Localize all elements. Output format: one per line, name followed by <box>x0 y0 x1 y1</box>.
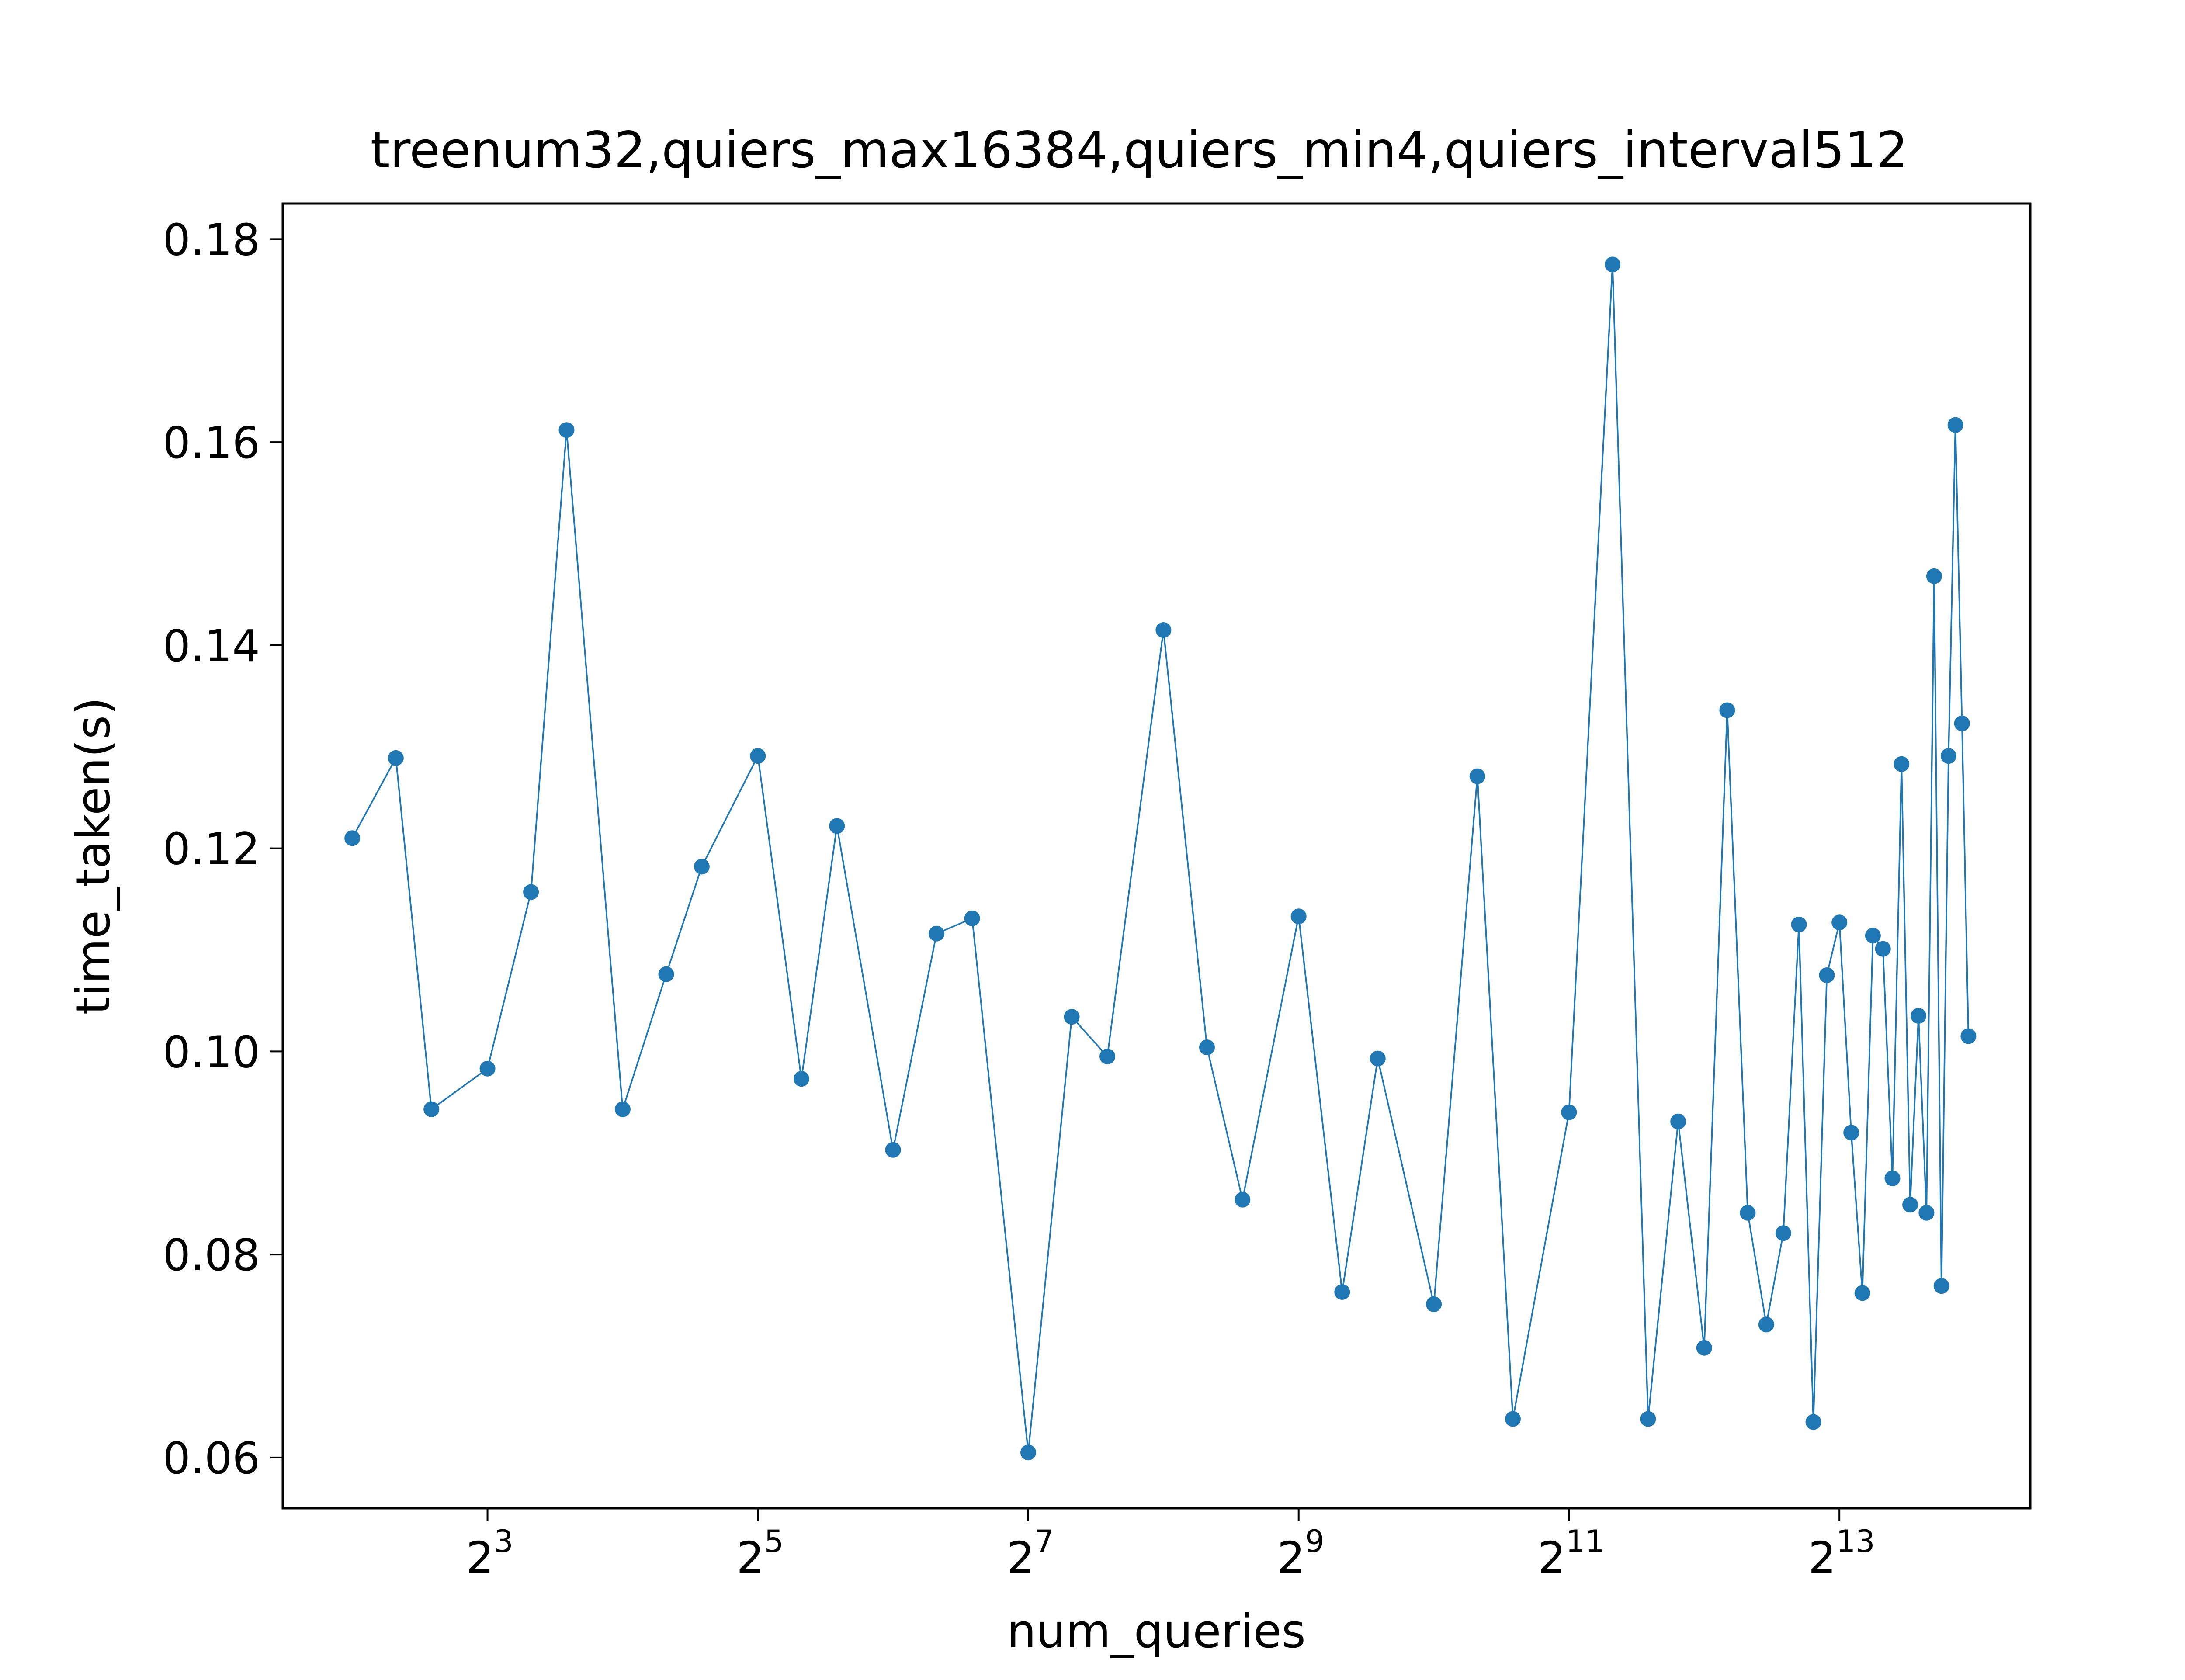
data-point <box>1155 622 1172 638</box>
y-tick-label: 0.18 <box>163 214 260 265</box>
data-point <box>344 830 361 846</box>
data-point <box>1843 1125 1859 1141</box>
data-point <box>829 818 845 834</box>
data-point <box>388 750 404 766</box>
data-point <box>1670 1113 1686 1129</box>
x-tick-label: 25 <box>736 1524 784 1583</box>
data-point <box>1740 1205 1756 1221</box>
data-point <box>658 966 674 982</box>
data-point <box>1875 941 1891 957</box>
y-tick-label: 0.12 <box>163 824 260 875</box>
data-point <box>929 925 945 942</box>
data-point <box>1791 916 1807 932</box>
x-tick-label: 23 <box>466 1524 513 1583</box>
data-point <box>964 910 980 926</box>
y-axis-label: time_taken(s) <box>66 697 120 1015</box>
data-point <box>793 1071 809 1087</box>
x-tick-label: 211 <box>1538 1524 1605 1583</box>
data-point <box>1775 1225 1791 1241</box>
data-point <box>1854 1285 1870 1301</box>
y-tick-label: 0.10 <box>163 1026 260 1077</box>
data-point <box>885 1142 901 1158</box>
plot-area-frame <box>281 202 2032 1510</box>
data-point <box>1940 748 1956 764</box>
data-point <box>1902 1197 1918 1213</box>
data-point <box>614 1101 631 1117</box>
chart-title: treenum32,quiers_max16384,quiers_min4,qu… <box>371 121 1908 179</box>
data-point <box>1064 1009 1080 1025</box>
data-point <box>1911 1008 1927 1024</box>
data-point <box>558 422 575 438</box>
y-tick-label: 0.14 <box>163 620 260 672</box>
y-axis-ticks: 0.06 0.08 0.10 0.12 0.14 0.16 0.18 <box>163 214 283 1484</box>
y-tick-label: 0.08 <box>163 1230 260 1281</box>
data-point <box>423 1101 440 1117</box>
data-point <box>1640 1411 1656 1427</box>
x-tick-label: 213 <box>1808 1524 1875 1583</box>
y-tick-label: 0.06 <box>163 1433 260 1484</box>
data-point <box>1370 1050 1386 1067</box>
data-point <box>1960 1028 1977 1044</box>
data-point <box>1894 756 1910 772</box>
data-point <box>1918 1205 1935 1221</box>
data-point <box>1805 1414 1821 1430</box>
series-layer <box>344 256 1977 1461</box>
data-point <box>1696 1340 1712 1356</box>
data-point <box>1020 1444 1036 1461</box>
data-point <box>694 859 710 875</box>
data-point <box>523 884 539 900</box>
data-point <box>1605 256 1620 273</box>
data-point <box>1561 1104 1577 1120</box>
data-point <box>1954 715 1970 731</box>
data-point <box>1426 1296 1442 1312</box>
data-point <box>1099 1048 1115 1064</box>
data-point <box>1831 914 1848 931</box>
y-tick-label: 0.16 <box>163 417 260 468</box>
x-axis-label: num_queries <box>1007 1604 1306 1658</box>
data-point <box>1884 1170 1901 1186</box>
data-point <box>1819 967 1835 983</box>
x-tick-label: 27 <box>1007 1524 1054 1583</box>
data-point <box>1758 1316 1774 1333</box>
x-tick-label: 29 <box>1277 1524 1325 1583</box>
data-point <box>1926 568 1942 584</box>
data-point <box>1469 768 1485 784</box>
data-point <box>750 748 766 764</box>
data-point <box>1933 1278 1949 1294</box>
data-point <box>1199 1039 1215 1055</box>
data-point <box>1505 1411 1521 1427</box>
data-point <box>1865 928 1881 944</box>
data-point <box>1235 1192 1251 1208</box>
data-point <box>1290 908 1307 925</box>
data-point <box>1947 417 1963 433</box>
x-axis-ticks: 23 25 27 29 211 213 <box>466 1508 1875 1583</box>
data-point <box>1719 702 1735 718</box>
data-point <box>1334 1284 1350 1300</box>
data-point <box>479 1060 496 1077</box>
